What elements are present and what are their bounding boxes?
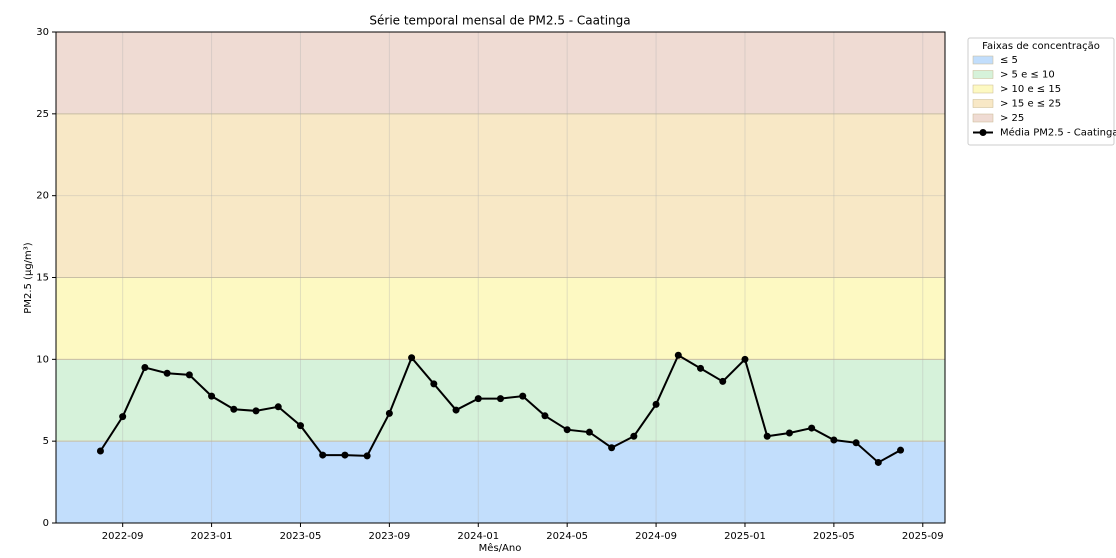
point	[897, 446, 905, 454]
point	[652, 400, 660, 408]
x-tick-label: 2022-09	[102, 531, 144, 542]
point	[741, 355, 749, 363]
y-tick-label: 0	[43, 518, 49, 529]
point	[296, 422, 304, 430]
point	[141, 364, 149, 372]
point	[252, 407, 260, 415]
legend-swatch	[972, 99, 994, 108]
y-tick-label: 20	[36, 191, 49, 202]
band	[56, 441, 945, 523]
y-tick-label: 30	[36, 27, 49, 38]
point	[119, 413, 127, 421]
point	[719, 377, 727, 385]
x-tick-label: 2025-09	[902, 531, 944, 542]
point	[785, 429, 793, 437]
y-tick-label: 15	[36, 273, 49, 284]
point	[341, 451, 349, 459]
point	[808, 424, 816, 432]
legend-title: Faixas de concentração	[982, 41, 1100, 52]
point	[474, 395, 482, 403]
point	[208, 392, 216, 400]
legend-box	[967, 37, 1115, 146]
point	[319, 451, 327, 459]
point	[185, 371, 193, 379]
x-tick-label: 2024-09	[635, 531, 677, 542]
x-axis-label: Mês/Ano	[479, 542, 522, 554]
legend-label: > 25	[1000, 113, 1024, 124]
y-axis-label: PM2.5 (µg/m³)	[23, 242, 34, 313]
band	[56, 277, 945, 360]
point	[674, 351, 682, 359]
legend-label: > 5 e ≤ 10	[1000, 70, 1055, 81]
point	[163, 369, 171, 377]
point	[519, 392, 527, 400]
legend-label: > 10 e ≤ 15	[1000, 84, 1061, 95]
point	[274, 403, 282, 411]
point	[497, 395, 504, 403]
legend-swatch	[972, 70, 994, 79]
point	[452, 406, 460, 414]
x-tick-label: 2024-01	[457, 531, 499, 542]
band	[56, 32, 945, 114]
plot-frame	[55, 31, 946, 524]
point	[630, 432, 638, 440]
legend-swatch	[972, 113, 994, 123]
point	[697, 364, 705, 372]
point	[230, 405, 238, 413]
y-tick-label: 5	[43, 436, 49, 447]
y-tick-label: 10	[36, 354, 49, 365]
point	[385, 409, 393, 417]
point	[608, 444, 616, 452]
point	[585, 428, 593, 436]
legend-marker	[979, 129, 987, 136]
point	[408, 354, 416, 362]
point	[96, 447, 104, 455]
x-tick-label: 2025-01	[724, 531, 766, 542]
point	[363, 452, 371, 460]
legend-swatch	[972, 55, 994, 65]
legend-swatch	[972, 84, 994, 94]
legend-label: Média PM2.5 - Caatinga	[1000, 127, 1116, 139]
point	[874, 458, 882, 466]
point	[852, 439, 860, 447]
point	[830, 436, 838, 444]
point	[430, 380, 438, 388]
point	[763, 432, 771, 440]
x-tick-label: 2025-05	[813, 531, 855, 542]
legend-label: > 15 e ≤ 25	[1000, 99, 1061, 110]
chart-title: Série temporal mensal de PM2.5 - Caating…	[369, 14, 630, 28]
x-tick-label: 2024-05	[546, 531, 588, 542]
legend-label: ≤ 5	[1000, 55, 1018, 66]
x-tick-label: 2023-09	[368, 531, 410, 542]
point	[563, 426, 571, 434]
y-tick-label: 25	[36, 109, 49, 120]
x-tick-label: 2023-01	[191, 531, 233, 542]
point	[541, 412, 549, 420]
x-tick-label: 2023-05	[280, 531, 322, 542]
band	[56, 113, 945, 278]
